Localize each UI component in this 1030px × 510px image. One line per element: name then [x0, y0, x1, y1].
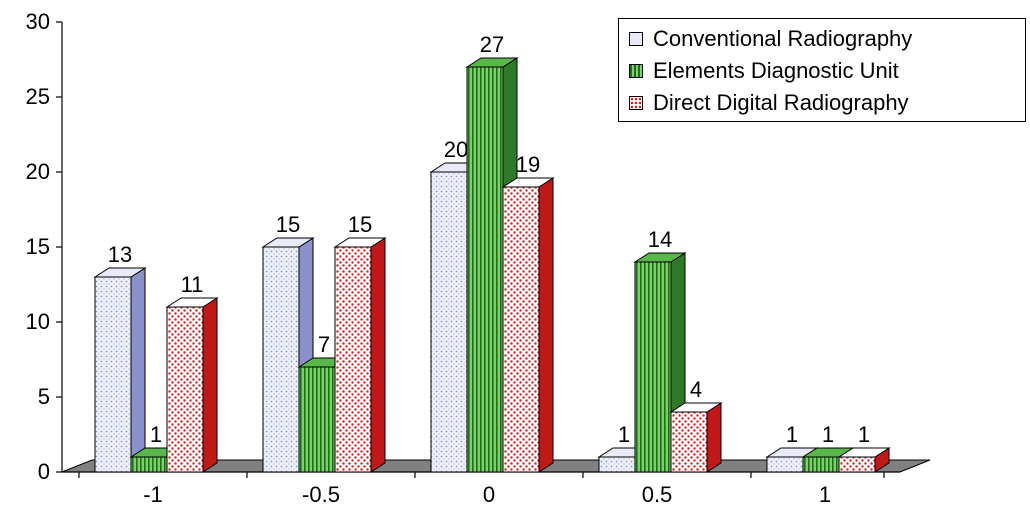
data-label: 1 [858, 422, 870, 447]
bar-front [334, 246, 372, 473]
data-label: 19 [516, 152, 540, 177]
bar-front [262, 246, 300, 473]
x-tick-label: 0.5 [642, 482, 673, 507]
bar-front [166, 306, 204, 473]
legend-swatch-direct [629, 96, 643, 110]
data-label: 15 [276, 212, 300, 237]
bar-front [466, 66, 504, 473]
bar [501, 177, 555, 473]
legend: Conventional Radiography Elements Diagno… [618, 18, 1026, 122]
bar-front [502, 186, 540, 473]
bar-front [802, 456, 840, 473]
y-tick-label: 15 [26, 234, 50, 259]
bar [93, 267, 147, 473]
bar-front [130, 456, 168, 473]
legend-label: Conventional Radiography [653, 26, 913, 51]
data-label: 15 [348, 212, 372, 237]
bar-side [370, 237, 386, 473]
bar-front [838, 456, 876, 473]
bar-front [766, 456, 804, 473]
data-label: 20 [444, 137, 468, 162]
data-label: 14 [648, 227, 672, 252]
bars [93, 57, 891, 473]
legend-item-direct: Direct Digital Radiography [629, 87, 1025, 119]
data-label: 1 [786, 422, 798, 447]
bar-front [94, 276, 132, 473]
data-label: 1 [822, 422, 834, 447]
bar-front [670, 411, 708, 473]
y-tick-label: 20 [26, 159, 50, 184]
bar-side [130, 267, 146, 473]
bar-side [538, 177, 554, 473]
bar-front [598, 456, 636, 473]
x-tick-label: 0 [483, 482, 495, 507]
data-label: 1 [618, 422, 630, 447]
x-tick-label: -0.5 [302, 482, 340, 507]
data-label: 13 [108, 242, 132, 267]
legend-label: Direct Digital Radiography [653, 90, 909, 115]
bar-side [706, 402, 722, 473]
y-tick-label: 5 [38, 384, 50, 409]
data-label: 4 [690, 377, 702, 402]
legend-label: Elements Diagnostic Unit [653, 58, 899, 83]
data-label: 1 [150, 422, 162, 447]
x-tick-label: -1 [143, 482, 163, 507]
bar [165, 297, 219, 473]
y-tick-label: 10 [26, 309, 50, 334]
data-label: 27 [480, 32, 504, 57]
y-tick-label: 30 [26, 9, 50, 34]
x-tick-label: 1 [819, 482, 831, 507]
legend-item-elements: Elements Diagnostic Unit [629, 55, 1025, 87]
bar [261, 237, 315, 473]
bar [669, 402, 723, 473]
data-label: 7 [318, 332, 330, 357]
bar [333, 237, 387, 473]
y-tick-label: 25 [26, 84, 50, 109]
legend-item-conventional: Conventional Radiography [629, 23, 1025, 55]
bar-front [430, 171, 468, 473]
legend-swatch-conventional [629, 32, 643, 46]
bar [837, 447, 891, 473]
y-tick-label: 0 [38, 459, 50, 484]
bar-side [202, 297, 218, 473]
bar-front [634, 261, 672, 473]
legend-swatch-elements [629, 64, 643, 78]
data-label: 11 [181, 272, 204, 297]
bar-front [298, 366, 336, 473]
